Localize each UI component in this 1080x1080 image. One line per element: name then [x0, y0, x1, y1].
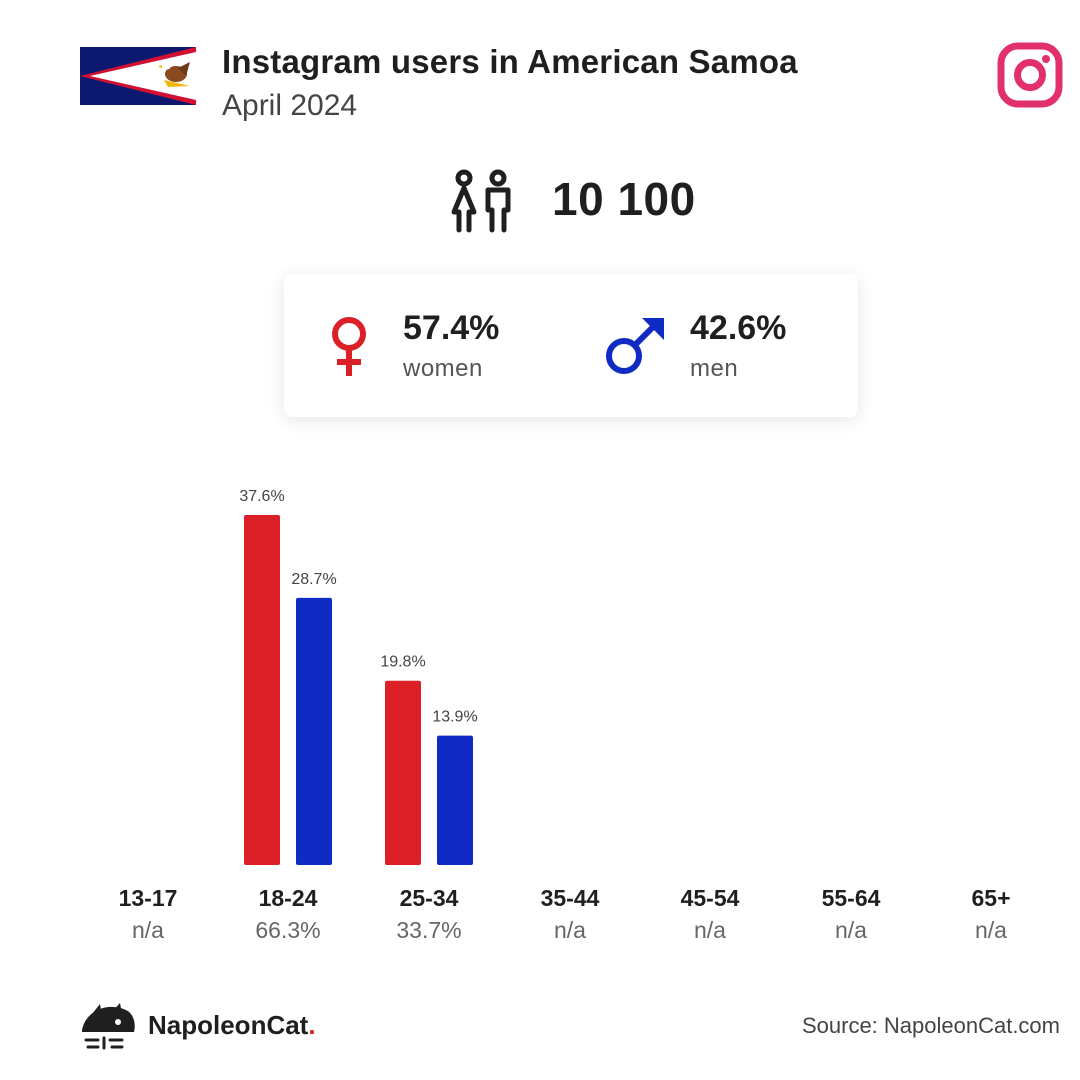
age-group-label: 55-64 — [822, 885, 881, 911]
age-group-label: 65+ — [971, 885, 1010, 911]
bar-value-label: 28.7% — [291, 571, 336, 588]
age-group-label: 13-17 — [119, 885, 178, 911]
age-group-total: n/a — [132, 917, 164, 943]
bar-women-18-24 — [244, 515, 280, 865]
age-group-total: 33.7% — [396, 917, 461, 943]
page-title: Instagram users in American Samoa — [222, 43, 798, 80]
page-subtitle: April 2024 — [222, 89, 358, 122]
age-group-total: n/a — [975, 917, 1007, 943]
brand-dot: . — [308, 1010, 316, 1040]
bar-value-label: 13.9% — [432, 709, 477, 726]
bar-value-label: 37.6% — [239, 488, 284, 505]
men-label: men — [690, 355, 739, 382]
age-group-label: 35-44 — [541, 885, 600, 911]
source-credit: Source: NapoleonCat.com — [801, 1013, 1060, 1038]
age-group-label: 18-24 — [259, 885, 318, 911]
age-group-total: n/a — [835, 917, 867, 943]
bar-women-25-34 — [385, 680, 421, 865]
women-label: women — [403, 355, 483, 382]
male-symbol-icon — [606, 318, 664, 374]
bar-men-25-34 — [437, 735, 473, 865]
brand-name: NapoleonCat. — [148, 1010, 316, 1040]
napoleoncat-logo-icon — [82, 1003, 135, 1050]
age-gender-bar-chart: 13-17 n/a 37.6% 28.7% 18-24 66.3% 19.8% 13.9% 25… — [119, 488, 1011, 943]
instagram-icon — [997, 42, 1063, 108]
users-icon — [451, 169, 511, 233]
gender-card — [284, 274, 858, 417]
female-symbol-icon — [332, 317, 366, 376]
age-group-total: 66.3% — [255, 917, 320, 943]
bar-men-18-24 — [296, 597, 332, 865]
women-percentage: 57.4% — [403, 309, 500, 347]
age-group-label: 45-54 — [681, 885, 740, 911]
men-percentage: 42.6% — [690, 309, 787, 347]
total-users-value: 10 100 — [552, 173, 696, 225]
age-group-total: n/a — [694, 917, 726, 943]
age-group-total: n/a — [554, 917, 586, 943]
american-samoa-flag — [80, 47, 196, 105]
age-group-label: 25-34 — [400, 885, 459, 911]
bar-value-label: 19.8% — [380, 654, 425, 671]
